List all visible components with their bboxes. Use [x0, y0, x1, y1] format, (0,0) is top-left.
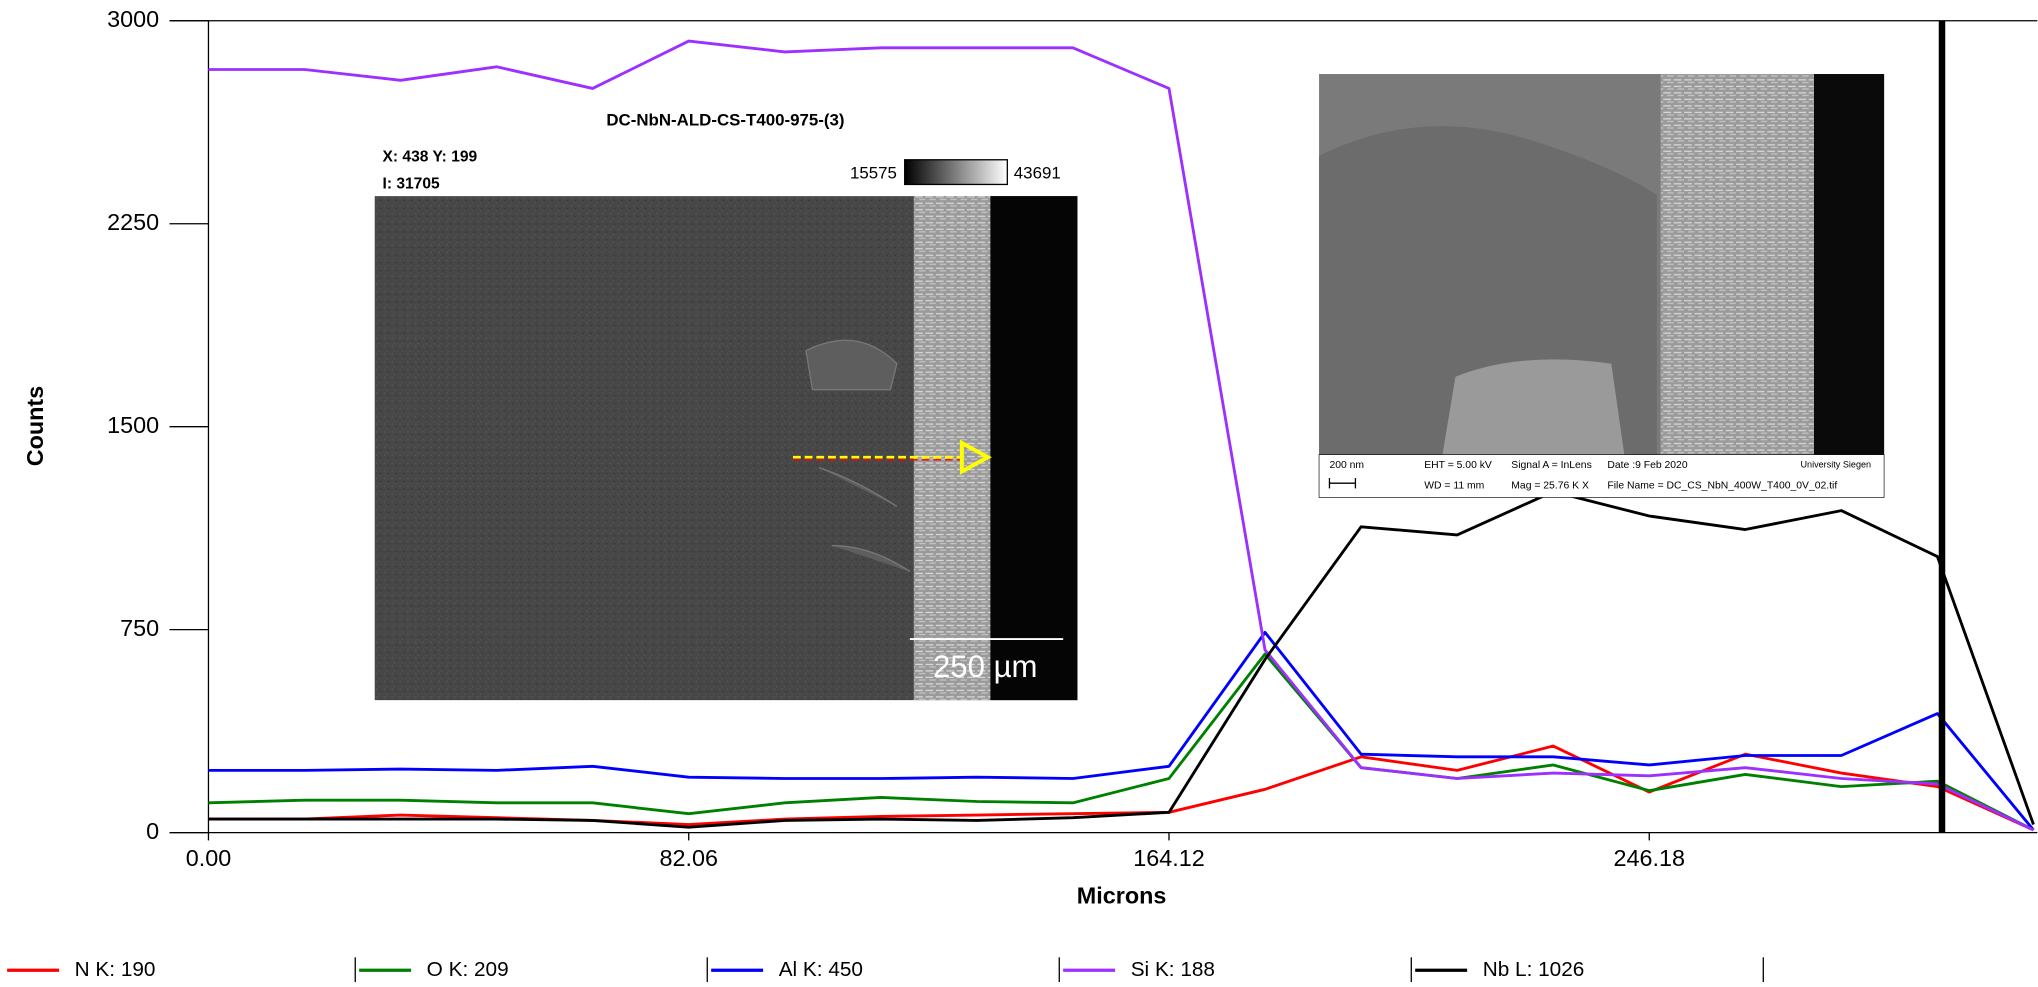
legend-label: Si K: 188 — [1131, 958, 1215, 981]
inset-title: DC-NbN-ALD-CS-T400-975-(3) — [606, 110, 844, 129]
scale-bar-label: 200 nm — [1329, 460, 1364, 471]
info-text: WD = 11 mm — [1424, 481, 1484, 492]
y-tick-label: 0 — [146, 818, 159, 844]
background — [1814, 74, 1884, 455]
legend: N K: 190 O K: 209 Al K: 450 Si K: 188 Nb L: … — [7, 957, 1763, 982]
series-line — [208, 746, 2033, 830]
legend-label: N K: 190 — [75, 958, 156, 981]
info-text: Mag = 25.76 K X — [1511, 481, 1589, 492]
film-layer — [1661, 74, 1814, 455]
sem-inset: DC-NbN-ALD-CS-T400-975-(3) X: 438 Y: 199… — [375, 110, 1078, 700]
scale-max: 43691 — [1014, 164, 1061, 183]
y-tick-label: 1500 — [107, 412, 159, 438]
x-tick-label: 246.18 — [1614, 845, 1686, 871]
film-layer — [914, 196, 991, 700]
inset-intensity: I: 31705 — [383, 176, 440, 193]
y-tick-label: 2250 — [107, 209, 159, 235]
x-tick-label: 164.12 — [1133, 845, 1205, 871]
legend-label: Al K: 450 — [779, 958, 863, 981]
y-tick-label: 750 — [120, 615, 159, 641]
chart: Counts Microns 0 750 1500 2250 3000 0.00 82.06… — [0, 0, 2038, 982]
info-text: File Name = DC_CS_NbN_400W_T400_0V_02.ti… — [1607, 481, 1837, 492]
inset-position: X: 438 Y: 199 — [383, 148, 478, 165]
sample-feature — [1442, 359, 1624, 454]
x-axis-label: Microns — [1077, 883, 1167, 909]
scale-bar-label: 250 µm — [933, 649, 1038, 684]
color-scale — [905, 160, 1008, 185]
background — [990, 196, 1077, 700]
legend-label: Nb L: 1026 — [1483, 958, 1585, 981]
x-tick-label: 82.06 — [659, 845, 718, 871]
y-axis-label: Counts — [22, 386, 48, 466]
info-text: EHT = 5.00 kV — [1424, 460, 1492, 471]
x-tick-label: 0.00 — [186, 845, 232, 871]
info-text: Date :9 Feb 2020 — [1607, 460, 1687, 471]
scale-min: 15575 — [850, 164, 897, 183]
y-tick-label: 3000 — [107, 6, 159, 32]
info-text: University Siegen — [1800, 459, 1871, 469]
legend-label: O K: 209 — [427, 958, 509, 981]
info-text: Signal A = InLens — [1511, 460, 1591, 471]
sem-inset: 200 nm EHT = 5.00 kV WD = 11 mm Signal A… — [1319, 74, 1884, 497]
